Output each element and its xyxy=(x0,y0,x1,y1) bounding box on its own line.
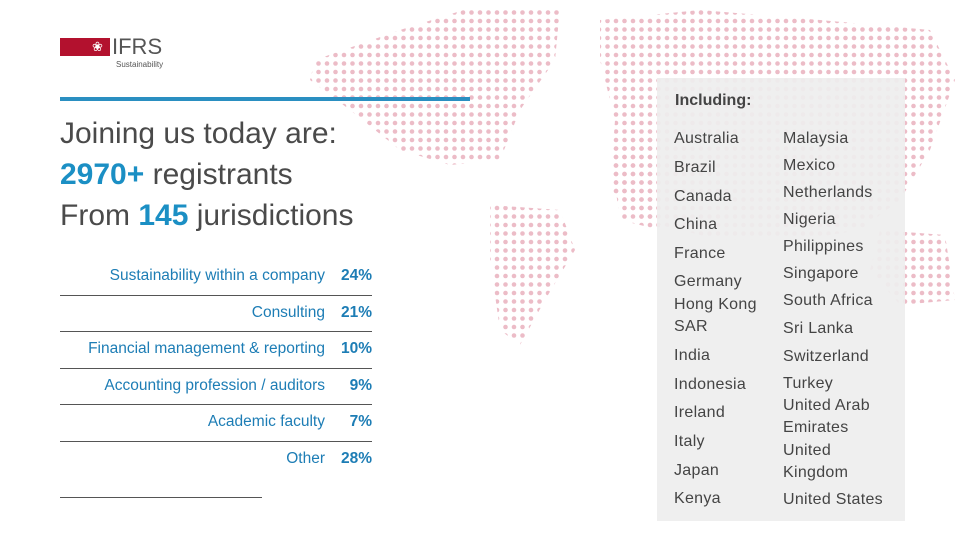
list-item: Canada xyxy=(674,188,732,205)
row-separator xyxy=(60,440,372,442)
list-item: Nigeria xyxy=(783,211,836,228)
row-value: 24% xyxy=(340,267,372,284)
table-row: Academic faculty 7% xyxy=(60,405,372,441)
row-value: 21% xyxy=(340,303,372,321)
list-item: United Kingdom xyxy=(783,442,849,481)
list-item: Netherlands xyxy=(783,184,873,201)
divider xyxy=(60,497,262,498)
table-row: Sustainability within a company 24% xyxy=(60,259,372,295)
heading: 2970+ registrants xyxy=(60,158,293,192)
table-row: Other 28% xyxy=(60,442,372,478)
list-item: Sri Lanka xyxy=(783,320,854,337)
list-item: United States xyxy=(783,491,883,508)
list-item: South Africa xyxy=(783,292,873,309)
divider xyxy=(60,97,470,101)
list-item: Japan xyxy=(674,462,720,479)
list-item: Kenya xyxy=(674,490,721,507)
heading: From 145 jurisdictions xyxy=(60,199,353,233)
row-value: 10% xyxy=(340,340,372,358)
text: registrants xyxy=(152,158,293,191)
row-separator xyxy=(60,367,372,369)
list-item: Malaysia xyxy=(783,130,849,147)
list-item: Hong Kong SAR xyxy=(674,296,757,335)
count: 2970+ xyxy=(60,158,145,191)
row-label: Financial management & reporting xyxy=(88,340,325,358)
row-label: Sustainability within a company xyxy=(109,267,325,284)
table-row: Consulting 21% xyxy=(60,296,372,332)
row-label: Accounting profession / auditors xyxy=(104,376,325,394)
including-title: Including: xyxy=(675,92,752,109)
table-row: Financial management & reporting 10% xyxy=(60,332,372,368)
list-item: China xyxy=(674,216,718,233)
table-row: Accounting profession / auditors 9% xyxy=(60,369,372,405)
list-item: India xyxy=(674,347,711,364)
logo-title: IFRS xyxy=(112,34,163,59)
logo-mark: ❀ xyxy=(60,38,110,56)
row-value: 7% xyxy=(349,413,372,431)
heading: Joining us today are: xyxy=(60,117,337,150)
row-separator xyxy=(60,331,372,333)
row-label: Academic faculty xyxy=(207,413,325,431)
list-item: Ireland xyxy=(674,404,726,421)
list-item: Philippines xyxy=(783,238,864,255)
count: 145 xyxy=(138,199,189,232)
list-item: Australia xyxy=(674,130,739,147)
list-item: Turkey xyxy=(783,375,834,392)
list-item: Italy xyxy=(674,433,705,450)
list-item: Switzerland xyxy=(783,348,870,365)
list-item: Indonesia xyxy=(674,376,747,393)
list-item: Mexico xyxy=(783,157,836,174)
list-item: Singapore xyxy=(783,265,859,282)
logo-subtitle: Sustainability xyxy=(116,60,164,69)
list-item: Germany xyxy=(674,273,742,290)
row-label: Other xyxy=(286,450,325,467)
including-box xyxy=(657,78,905,521)
row-value: 9% xyxy=(349,376,372,394)
list-item: Brazil xyxy=(674,159,716,176)
row-value: 28% xyxy=(340,450,372,467)
list-item: France xyxy=(674,245,726,262)
list-item: United Arab Emirates xyxy=(783,397,870,436)
text: jurisdictions xyxy=(196,199,354,232)
text: From xyxy=(60,199,130,232)
row-separator xyxy=(60,404,372,406)
row-label: Consulting xyxy=(251,303,325,321)
row-separator xyxy=(60,294,372,296)
